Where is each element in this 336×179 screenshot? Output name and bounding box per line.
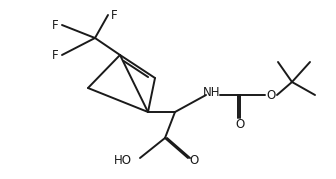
Text: O: O — [190, 154, 199, 166]
Text: NH: NH — [203, 86, 221, 98]
Text: O: O — [236, 118, 245, 132]
Text: F: F — [52, 18, 58, 32]
Text: HO: HO — [114, 154, 132, 166]
Text: O: O — [266, 88, 276, 101]
Text: F: F — [111, 8, 117, 21]
Text: F: F — [52, 49, 58, 62]
